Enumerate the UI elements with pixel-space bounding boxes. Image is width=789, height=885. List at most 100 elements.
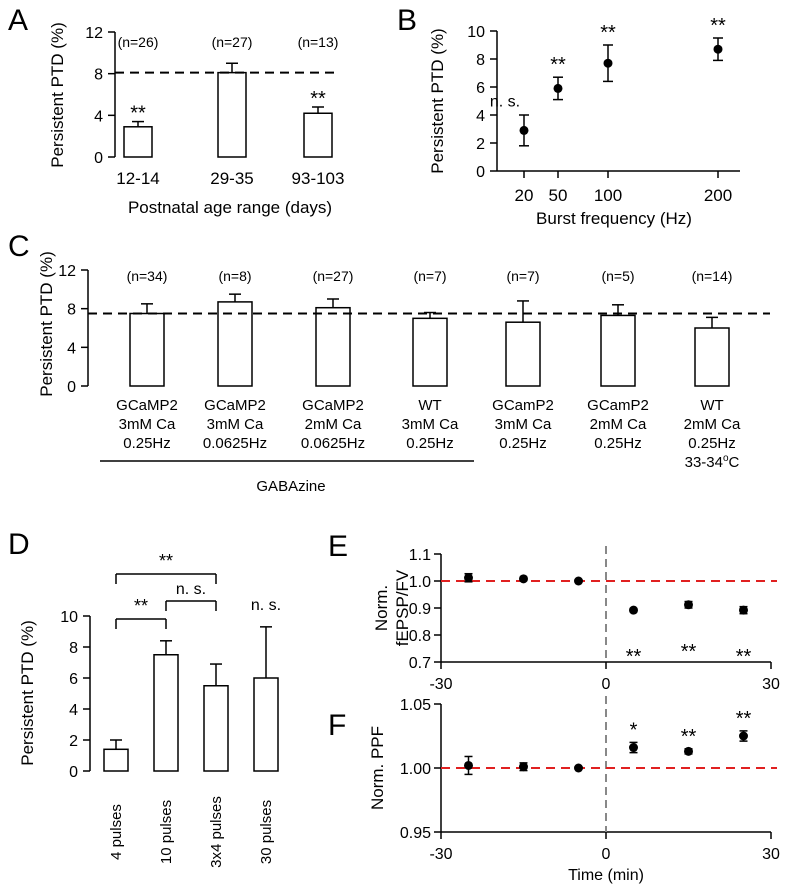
a-x-tick-label: 93-103 xyxy=(292,169,345,188)
c-bar xyxy=(315,306,351,387)
c-bar xyxy=(129,312,165,387)
a-x-tick-label: 12-14 xyxy=(116,169,159,188)
b-significance: ** xyxy=(600,22,616,44)
c-bar xyxy=(694,327,730,387)
d-bar xyxy=(253,677,279,772)
c-n-label: (n=14) xyxy=(692,268,733,284)
f-significance: * xyxy=(630,719,638,741)
c-y-tick-label: 12 xyxy=(58,263,76,280)
d-bracket-label: ** xyxy=(159,551,173,571)
f-y-tick-label: 1.00 xyxy=(400,761,431,778)
f-point xyxy=(629,743,638,753)
f-significance: ** xyxy=(681,726,697,748)
e-point xyxy=(739,605,748,615)
c-x-tick-label: WT xyxy=(700,397,723,414)
a-bar-29-35 xyxy=(217,71,247,158)
f-x-tick-label: -30 xyxy=(429,846,452,863)
c-x-tick-label: 0.25Hz xyxy=(688,435,736,452)
e-y-tick-label: 0.7 xyxy=(409,655,431,672)
e-significance: ** xyxy=(736,646,752,668)
d-y-tick-label: 10 xyxy=(60,609,78,626)
f-y-tick-label: 1.05 xyxy=(400,697,431,714)
c-degree-superscript: o xyxy=(723,453,729,464)
b-point xyxy=(603,58,613,68)
f-x-axis-label: Time (min) xyxy=(568,867,644,884)
c-x-tick-label: 3mM Ca xyxy=(119,416,176,433)
f-x-tick-label: 30 xyxy=(762,846,780,863)
b-point xyxy=(519,125,529,135)
b-x-tick-label: 50 xyxy=(549,186,568,205)
b-x-axis-label: Burst frequency (Hz) xyxy=(536,209,692,228)
panel-letter-e: E xyxy=(328,530,348,563)
c-y-tick-label: 4 xyxy=(67,340,76,357)
d-y-tick-label: 0 xyxy=(69,764,78,781)
d-bar xyxy=(103,748,129,772)
e-y-axis-label: Norm. xyxy=(372,585,391,631)
c-n-label: (n=7) xyxy=(413,268,446,284)
c-x-tick-label: 33-34oC xyxy=(685,453,740,471)
c-x-tick-label: WT xyxy=(418,397,441,414)
c-x-tick-label: 3mM Ca xyxy=(207,416,264,433)
e-point xyxy=(519,574,528,584)
panel-letter-c: C xyxy=(8,230,30,263)
b-significance: n. s. xyxy=(490,93,520,110)
e-x-tick-label: -30 xyxy=(429,676,452,693)
a-y-tick-label: 0 xyxy=(94,150,103,167)
c-x-tick-label: GCaMP2 xyxy=(116,397,178,414)
e-point xyxy=(629,605,638,615)
d-bracket-label: ** xyxy=(134,596,148,616)
d-bar xyxy=(153,654,179,772)
f-y-tick-label: 0.95 xyxy=(400,825,431,842)
c-x-tick-label: 3mM Ca xyxy=(495,416,552,433)
c-x-tick-label: 2mM Ca xyxy=(684,416,741,433)
c-x-tick-label: 0.25Hz xyxy=(123,435,171,452)
c-x-tick-label: GCaMP2 xyxy=(204,397,266,414)
panel-letter-b: B xyxy=(397,4,417,37)
d-bracket-label: n. s. xyxy=(176,581,206,598)
d-x-tick-label: 10 pulses xyxy=(158,800,175,864)
c-x-tick-label: GCamP2 xyxy=(492,397,554,414)
c-bar xyxy=(217,301,253,387)
a-bar-93-103 xyxy=(303,112,333,158)
b-x-tick-label: 20 xyxy=(515,186,534,205)
b-y-tick-label: 2 xyxy=(476,136,485,153)
f-x-tick-label: 0 xyxy=(602,846,611,863)
c-n-label: (n=34) xyxy=(127,268,168,284)
e-point xyxy=(464,573,473,583)
d-y-tick-label: 2 xyxy=(69,733,78,750)
a-n-label: (n=26) xyxy=(118,34,159,50)
f-y-axis-label: Norm. PPF xyxy=(368,726,387,810)
c-y-tick-label: 0 xyxy=(67,379,76,396)
e-y-tick-label: 1.1 xyxy=(409,547,431,564)
e-point xyxy=(684,600,693,610)
b-point xyxy=(713,44,723,54)
c-x-tick-label: 2mM Ca xyxy=(590,416,647,433)
b-y-tick-label: 4 xyxy=(476,108,485,125)
c-x-tick-label: GCaMP2 xyxy=(302,397,364,414)
e-significance: ** xyxy=(626,646,642,668)
c-x-tick-label: 0.25Hz xyxy=(406,435,454,452)
e-y-tick-label: 0.9 xyxy=(409,601,431,618)
panel-letter-f: F xyxy=(328,709,346,742)
b-x-tick-label: 100 xyxy=(594,186,622,205)
b-y-tick-label: 6 xyxy=(476,80,485,97)
f-significance: ** xyxy=(736,708,752,730)
panel-letter-a: A xyxy=(8,4,28,37)
c-x-tick-label: 0.25Hz xyxy=(594,435,642,452)
e-y-tick-label: 0.8 xyxy=(409,628,431,645)
c-x-tick-label: 0.0625Hz xyxy=(301,435,365,452)
b-x-tick-label: 200 xyxy=(704,186,732,205)
c-x-tick-label: GCamP2 xyxy=(587,397,649,414)
d-x-tick-label: 3x4 pulses xyxy=(208,796,225,868)
f-point xyxy=(684,746,693,756)
c-n-label: (n=8) xyxy=(218,268,251,284)
c-x-tick-label: 2mM Ca xyxy=(305,416,362,433)
c-n-label: (n=7) xyxy=(506,268,539,284)
c-n-label: (n=27) xyxy=(313,268,354,284)
a-x-axis-label: Postnatal age range (days) xyxy=(128,198,332,217)
e-significance: ** xyxy=(681,641,697,663)
e-y-tick-label: 1.0 xyxy=(409,574,431,591)
a-n-label: (n=27) xyxy=(212,34,253,50)
a-bar-12-14 xyxy=(123,126,153,158)
